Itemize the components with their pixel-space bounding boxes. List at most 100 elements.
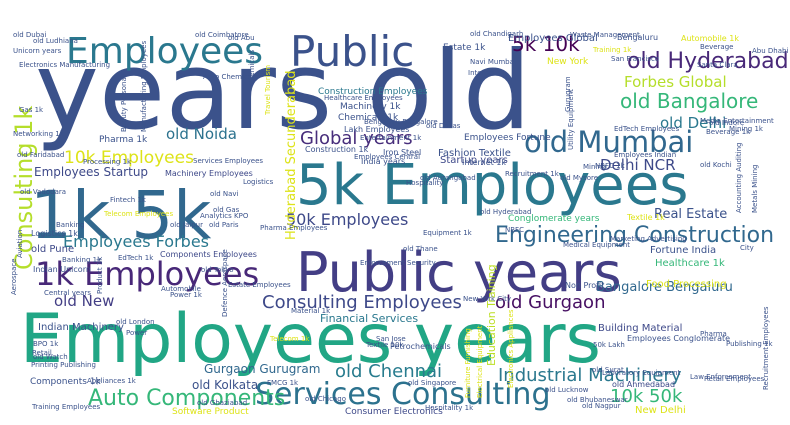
word-104: Bengaluru Bangalore: [364, 118, 438, 126]
word-78: Marketing Advertising: [610, 235, 687, 243]
word-182: old Aurangabad: [420, 174, 476, 182]
word-88: Printing Publishing: [31, 361, 96, 369]
word-16: Global years: [300, 128, 413, 149]
word-162: Entertainment 1k: [360, 134, 422, 142]
word-71: Automobile 1k: [681, 34, 739, 43]
word-118: Product 1k: [96, 256, 104, 294]
word-85: Estate Employees: [228, 281, 291, 289]
word-76: old Hyderabad: [480, 208, 531, 216]
word-137: Metals Mining: [751, 165, 759, 213]
word-4: 1k 5k: [30, 177, 212, 254]
word-97: old Coimbatore: [195, 31, 249, 39]
word-12: Auto Components: [88, 386, 285, 411]
word-50: old Pune: [31, 244, 74, 255]
word-142: Internet: [468, 69, 496, 77]
word-157: Abu Dhabi: [752, 47, 788, 55]
word-51: Indian Machinery: [38, 322, 124, 333]
word-14: Consulting Employees: [262, 292, 462, 313]
words-layer: years old Employees years 5k Employees Publ…: [10, 27, 789, 417]
word-99: Agro Chemicals: [203, 73, 258, 81]
word-108: old Vadodara: [20, 188, 66, 196]
word-171: old Indore: [709, 119, 744, 127]
word-61: Non Profit: [565, 281, 604, 290]
word-153: Aviation: [16, 230, 24, 258]
word-33: old Kolkata: [192, 378, 258, 392]
word-57: Software Product: [172, 407, 249, 417]
word-169: old Surat: [592, 366, 624, 374]
word-154: Networking 1k: [13, 130, 65, 138]
word-74: Training 1k: [592, 46, 632, 54]
word-58: Consumer Electronics: [345, 407, 443, 417]
word-55: Food Processing: [646, 279, 727, 290]
word-19: 50k Employees: [286, 210, 408, 229]
word-167: City: [740, 244, 754, 252]
word-60: Petrochemicals: [390, 342, 451, 351]
word-160: Waste Management: [570, 31, 640, 39]
word-84: Pharma Employees: [260, 224, 328, 232]
word-146: Enforcement Security: [360, 259, 436, 267]
word-170: old Kochi: [700, 161, 732, 169]
word-38: Fashion Textile: [438, 148, 511, 159]
word-126: Appliances 1k: [87, 377, 137, 385]
word-20: Employees Forbes: [63, 232, 209, 251]
word-128: San Jose: [376, 335, 406, 343]
word-53: Logistics 1k: [31, 229, 78, 238]
word-103: Travel Tourism: [264, 65, 272, 116]
word-132: Furniture Furnishing: [464, 328, 472, 398]
word-22: old Chennai: [335, 361, 442, 382]
word-93: Mining 1k: [729, 125, 764, 133]
word-8: 1k Employees: [35, 255, 259, 293]
word-163: Law Enforcement: [690, 373, 751, 381]
word-48: Pharma 1k: [99, 135, 148, 145]
word-47: Chemicals 1k: [338, 113, 399, 123]
word-112: old Navi: [210, 190, 239, 198]
word-66: Components Employees: [160, 250, 257, 259]
word-140: EdTech Employees: [614, 125, 679, 133]
word-27: Delhi NCR: [600, 156, 676, 174]
word-172: old Dallas: [426, 122, 461, 130]
word-155: old Ludhiana: [33, 37, 78, 45]
word-44: Employees Global: [508, 33, 598, 44]
word-110: old Paris: [209, 221, 239, 229]
word-29: old Noida: [166, 125, 237, 143]
word-123: FMCG 1k: [267, 379, 299, 387]
word-125: old Singapore: [408, 379, 456, 387]
word-156: old Abu: [228, 34, 255, 42]
word-77: Medical Equipment: [563, 241, 630, 249]
word-158: Santa Clara: [697, 61, 738, 69]
word-9: old Mumbai: [524, 125, 693, 159]
word-64: Lakh Employees: [344, 125, 409, 134]
word-180: Banking: [56, 221, 84, 229]
word-102: Healthcare Employees: [324, 94, 403, 102]
word-120: Power: [126, 329, 147, 337]
word-81: Logistics: [243, 178, 274, 186]
word-24: 5k 10k: [512, 32, 580, 56]
word-90: Training Employees: [31, 403, 101, 411]
word-65: Machinery Employees: [165, 169, 253, 178]
word-91: Hospitality 1k: [425, 404, 474, 412]
word-2: 5k Employees: [296, 153, 688, 218]
word-106: old Faridabad: [17, 151, 64, 159]
word-148: Central years: [44, 289, 91, 297]
word-21: old Gurgaon: [495, 292, 605, 313]
word-10: Engineering Construction: [495, 223, 774, 248]
word-147: Employees Central: [354, 153, 420, 161]
word-72: Bengaluru: [617, 33, 658, 42]
word-119: Defence Aerospace: [221, 249, 229, 317]
word-114: EdTech 1k: [118, 254, 154, 262]
word-136: Accounting Auditing: [735, 143, 743, 214]
word-168: New York City: [463, 295, 511, 303]
word-30: Hyderabad Secunderabad: [284, 70, 299, 240]
word-17: 10k Employees: [64, 148, 194, 168]
word-98: old Dubai: [13, 31, 46, 39]
word-25: Forbes Global: [624, 73, 727, 91]
word-23: 10k 50k: [610, 386, 683, 407]
word-145: old Thane: [403, 245, 438, 253]
word-127: Telecom 1k: [269, 335, 310, 343]
word-5: Services Consulting: [255, 377, 551, 412]
word-121: BPO 1k: [33, 340, 59, 348]
word-175: old Nagpur: [582, 402, 621, 410]
word-80: Hospitality: [406, 179, 443, 187]
word-164: Laboratory Equipment: [602, 369, 681, 377]
word-42: Fortune India: [650, 245, 716, 256]
